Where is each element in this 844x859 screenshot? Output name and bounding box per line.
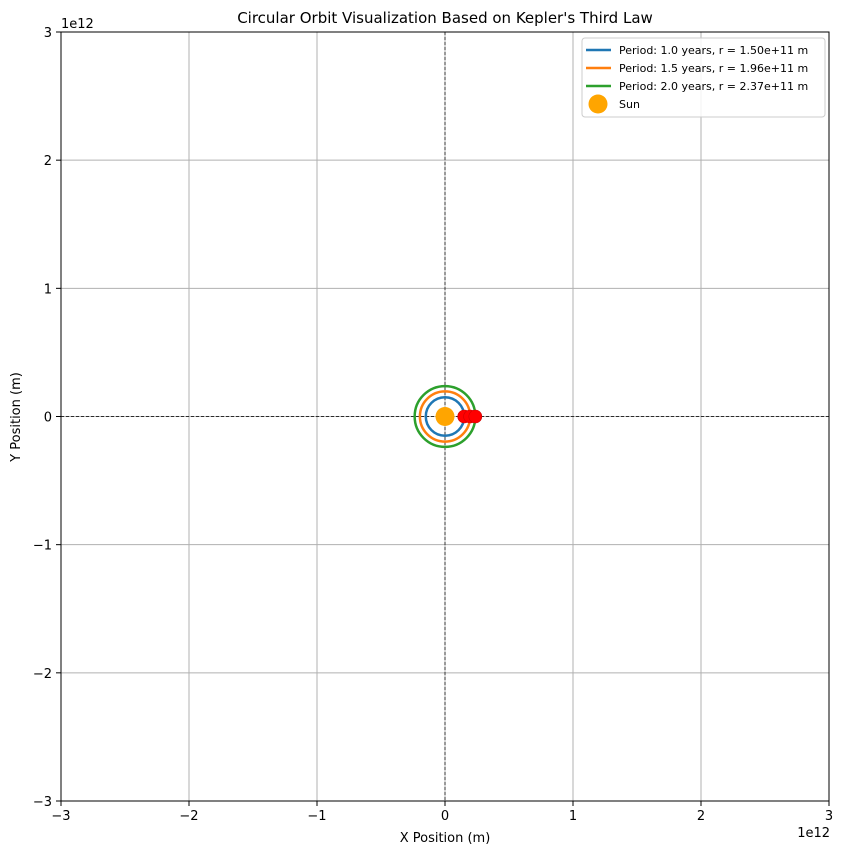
x-tick-label-3: 0 [441, 809, 449, 824]
x-tick-label-5: 2 [697, 809, 705, 824]
legend: Period: 1.0 years, r = 1.50e+11 m Period:… [581, 37, 826, 118]
legend-sun-marker [588, 94, 608, 114]
legend-label-sun: Sun [619, 98, 640, 111]
x-tick-label-1: −2 [179, 809, 198, 824]
y-axis-label: Y Position (m) [9, 372, 24, 463]
chart-title: Circular Orbit Visualization Based on Ke… [237, 9, 653, 27]
y-tick-label-5: 2 [44, 154, 52, 169]
x-offset-text: 1e12 [797, 826, 830, 841]
legend-label-2: Period: 1.5 years, r = 1.96e+11 m [619, 62, 808, 75]
x-axis-label: X Position (m) [400, 831, 491, 846]
x-tick-label-4: 1 [569, 809, 577, 824]
y-tick-label-0: −3 [33, 795, 52, 810]
axis-ticks: −3 −2 −1 0 1 2 3 −3 −2 −1 0 1 2 3 [33, 26, 833, 824]
sun-marker [435, 407, 455, 426]
legend-label-1: Period: 1.0 years, r = 1.50e+11 m [619, 44, 808, 57]
y-tick-label-1: −2 [33, 667, 52, 682]
markers [435, 407, 483, 426]
y-tick-label-4: 1 [44, 282, 52, 297]
y-tick-label-6: 3 [44, 26, 52, 41]
y-tick-label-2: −1 [33, 539, 52, 554]
x-tick-label-2: −1 [307, 809, 326, 824]
planet-marker-3 [468, 409, 483, 424]
y-tick-label-3: 0 [44, 411, 52, 426]
legend-label-3: Period: 2.0 years, r = 2.37e+11 m [619, 80, 808, 93]
x-tick-label-6: 3 [825, 809, 833, 824]
y-offset-text: 1e12 [61, 17, 94, 32]
reference-lines [61, 32, 829, 801]
legend-frame [581, 37, 826, 118]
x-tick-label-0: −3 [51, 809, 70, 824]
